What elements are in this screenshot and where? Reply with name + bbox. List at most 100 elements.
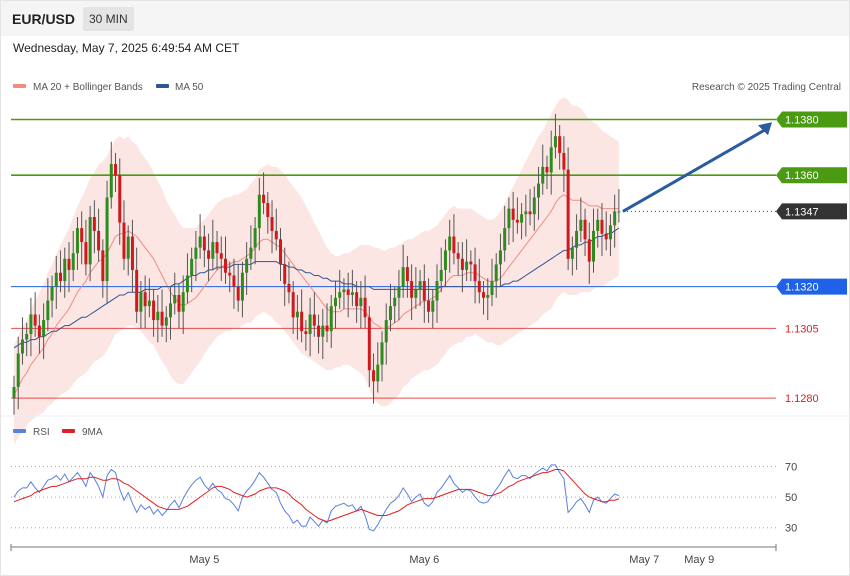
level-label-1.1280: 1.1280 xyxy=(785,393,819,405)
rsi-pane: 70 50 30 xyxy=(11,461,797,535)
candle xyxy=(59,250,63,293)
candle-body xyxy=(414,289,418,298)
candle xyxy=(232,258,236,309)
candle xyxy=(549,130,553,195)
candle-body xyxy=(549,147,553,173)
candle-body xyxy=(469,261,473,265)
candle-body xyxy=(202,236,206,251)
price-tags: 1.1380 1.1360 1.1347 1.1320 1.1305 1.1280 xyxy=(776,111,847,405)
candle xyxy=(67,242,71,293)
candle-body xyxy=(359,297,363,307)
candle-body xyxy=(583,219,587,240)
level-tag-1.1347 xyxy=(776,203,847,220)
candle-body xyxy=(185,275,189,293)
candle xyxy=(346,272,350,318)
ma20-line xyxy=(13,194,619,396)
bollinger-legend-label: MA 20 + Bollinger Bands xyxy=(33,82,143,93)
candle xyxy=(88,205,92,282)
candle-body xyxy=(503,228,507,251)
candle xyxy=(342,278,346,309)
candle xyxy=(122,200,126,270)
bollinger-bands xyxy=(14,97,619,446)
bollinger-band-area xyxy=(14,97,619,446)
candle-body xyxy=(67,258,71,270)
candle xyxy=(460,242,464,293)
candle-body xyxy=(465,261,469,270)
candle xyxy=(139,281,143,329)
candle xyxy=(54,256,58,309)
candle xyxy=(20,317,24,365)
candle xyxy=(169,286,173,340)
candle xyxy=(291,281,295,334)
candle xyxy=(219,236,223,282)
candle xyxy=(92,200,96,254)
candle-body xyxy=(54,272,58,287)
candle xyxy=(262,172,266,215)
candle-body xyxy=(114,164,118,176)
candle xyxy=(147,278,151,318)
candle-body xyxy=(405,267,409,282)
candle-body xyxy=(397,286,401,298)
candle xyxy=(321,308,325,360)
moving-averages xyxy=(13,194,620,396)
candle xyxy=(46,278,50,332)
x-tick-label: May 7 xyxy=(629,554,659,566)
candle-body xyxy=(194,247,198,259)
candle xyxy=(42,303,46,360)
candle-body xyxy=(50,286,54,301)
candle-body xyxy=(613,211,617,226)
candle xyxy=(422,264,426,323)
candle xyxy=(270,200,274,254)
candle xyxy=(608,214,612,256)
candle xyxy=(156,295,160,343)
candle-body xyxy=(410,281,414,298)
candle xyxy=(338,269,342,309)
candle-body xyxy=(287,283,291,293)
candle xyxy=(388,283,392,332)
candle-body xyxy=(304,331,308,334)
candle xyxy=(431,289,435,329)
candle-body xyxy=(92,217,96,231)
candle xyxy=(245,242,249,295)
ma50-legend-label: MA 50 xyxy=(175,82,204,93)
candle-body xyxy=(558,136,562,153)
candle-body xyxy=(71,253,75,270)
timeframe-button[interactable]: 30 MIN xyxy=(83,7,134,31)
candle xyxy=(304,320,308,351)
candle-body xyxy=(278,239,282,265)
symbol-label: EUR/USD xyxy=(12,11,76,27)
candle-body xyxy=(401,267,405,287)
candle-body xyxy=(139,292,143,312)
candle xyxy=(33,292,37,337)
candle-body xyxy=(604,233,608,240)
candle-body xyxy=(198,236,202,248)
candle-body xyxy=(245,258,249,273)
candle-body xyxy=(477,281,481,293)
candle xyxy=(372,353,376,404)
candle xyxy=(541,144,545,195)
rsi-legend: RSI 9MA xyxy=(13,427,103,438)
candle-body xyxy=(59,272,63,282)
candle-body xyxy=(42,320,46,337)
candle xyxy=(198,214,202,259)
candle-body xyxy=(448,236,452,251)
candle-body xyxy=(494,264,498,282)
candle xyxy=(135,247,139,323)
candle-body xyxy=(363,297,367,318)
candle xyxy=(439,247,443,293)
candle-body xyxy=(20,339,24,354)
candle xyxy=(257,178,261,251)
candle xyxy=(537,166,541,220)
candle xyxy=(520,203,524,240)
ma9-legend-swatch xyxy=(62,429,75,433)
candle-body xyxy=(537,183,541,198)
candlesticks xyxy=(12,113,621,415)
candle xyxy=(583,208,587,256)
candle xyxy=(532,186,536,231)
level-label-1.1380: 1.1380 xyxy=(785,115,819,127)
candle-body xyxy=(224,258,227,273)
candle-body xyxy=(236,286,240,301)
candle-body xyxy=(553,136,557,148)
candle xyxy=(562,136,566,192)
candle-body xyxy=(270,217,274,231)
